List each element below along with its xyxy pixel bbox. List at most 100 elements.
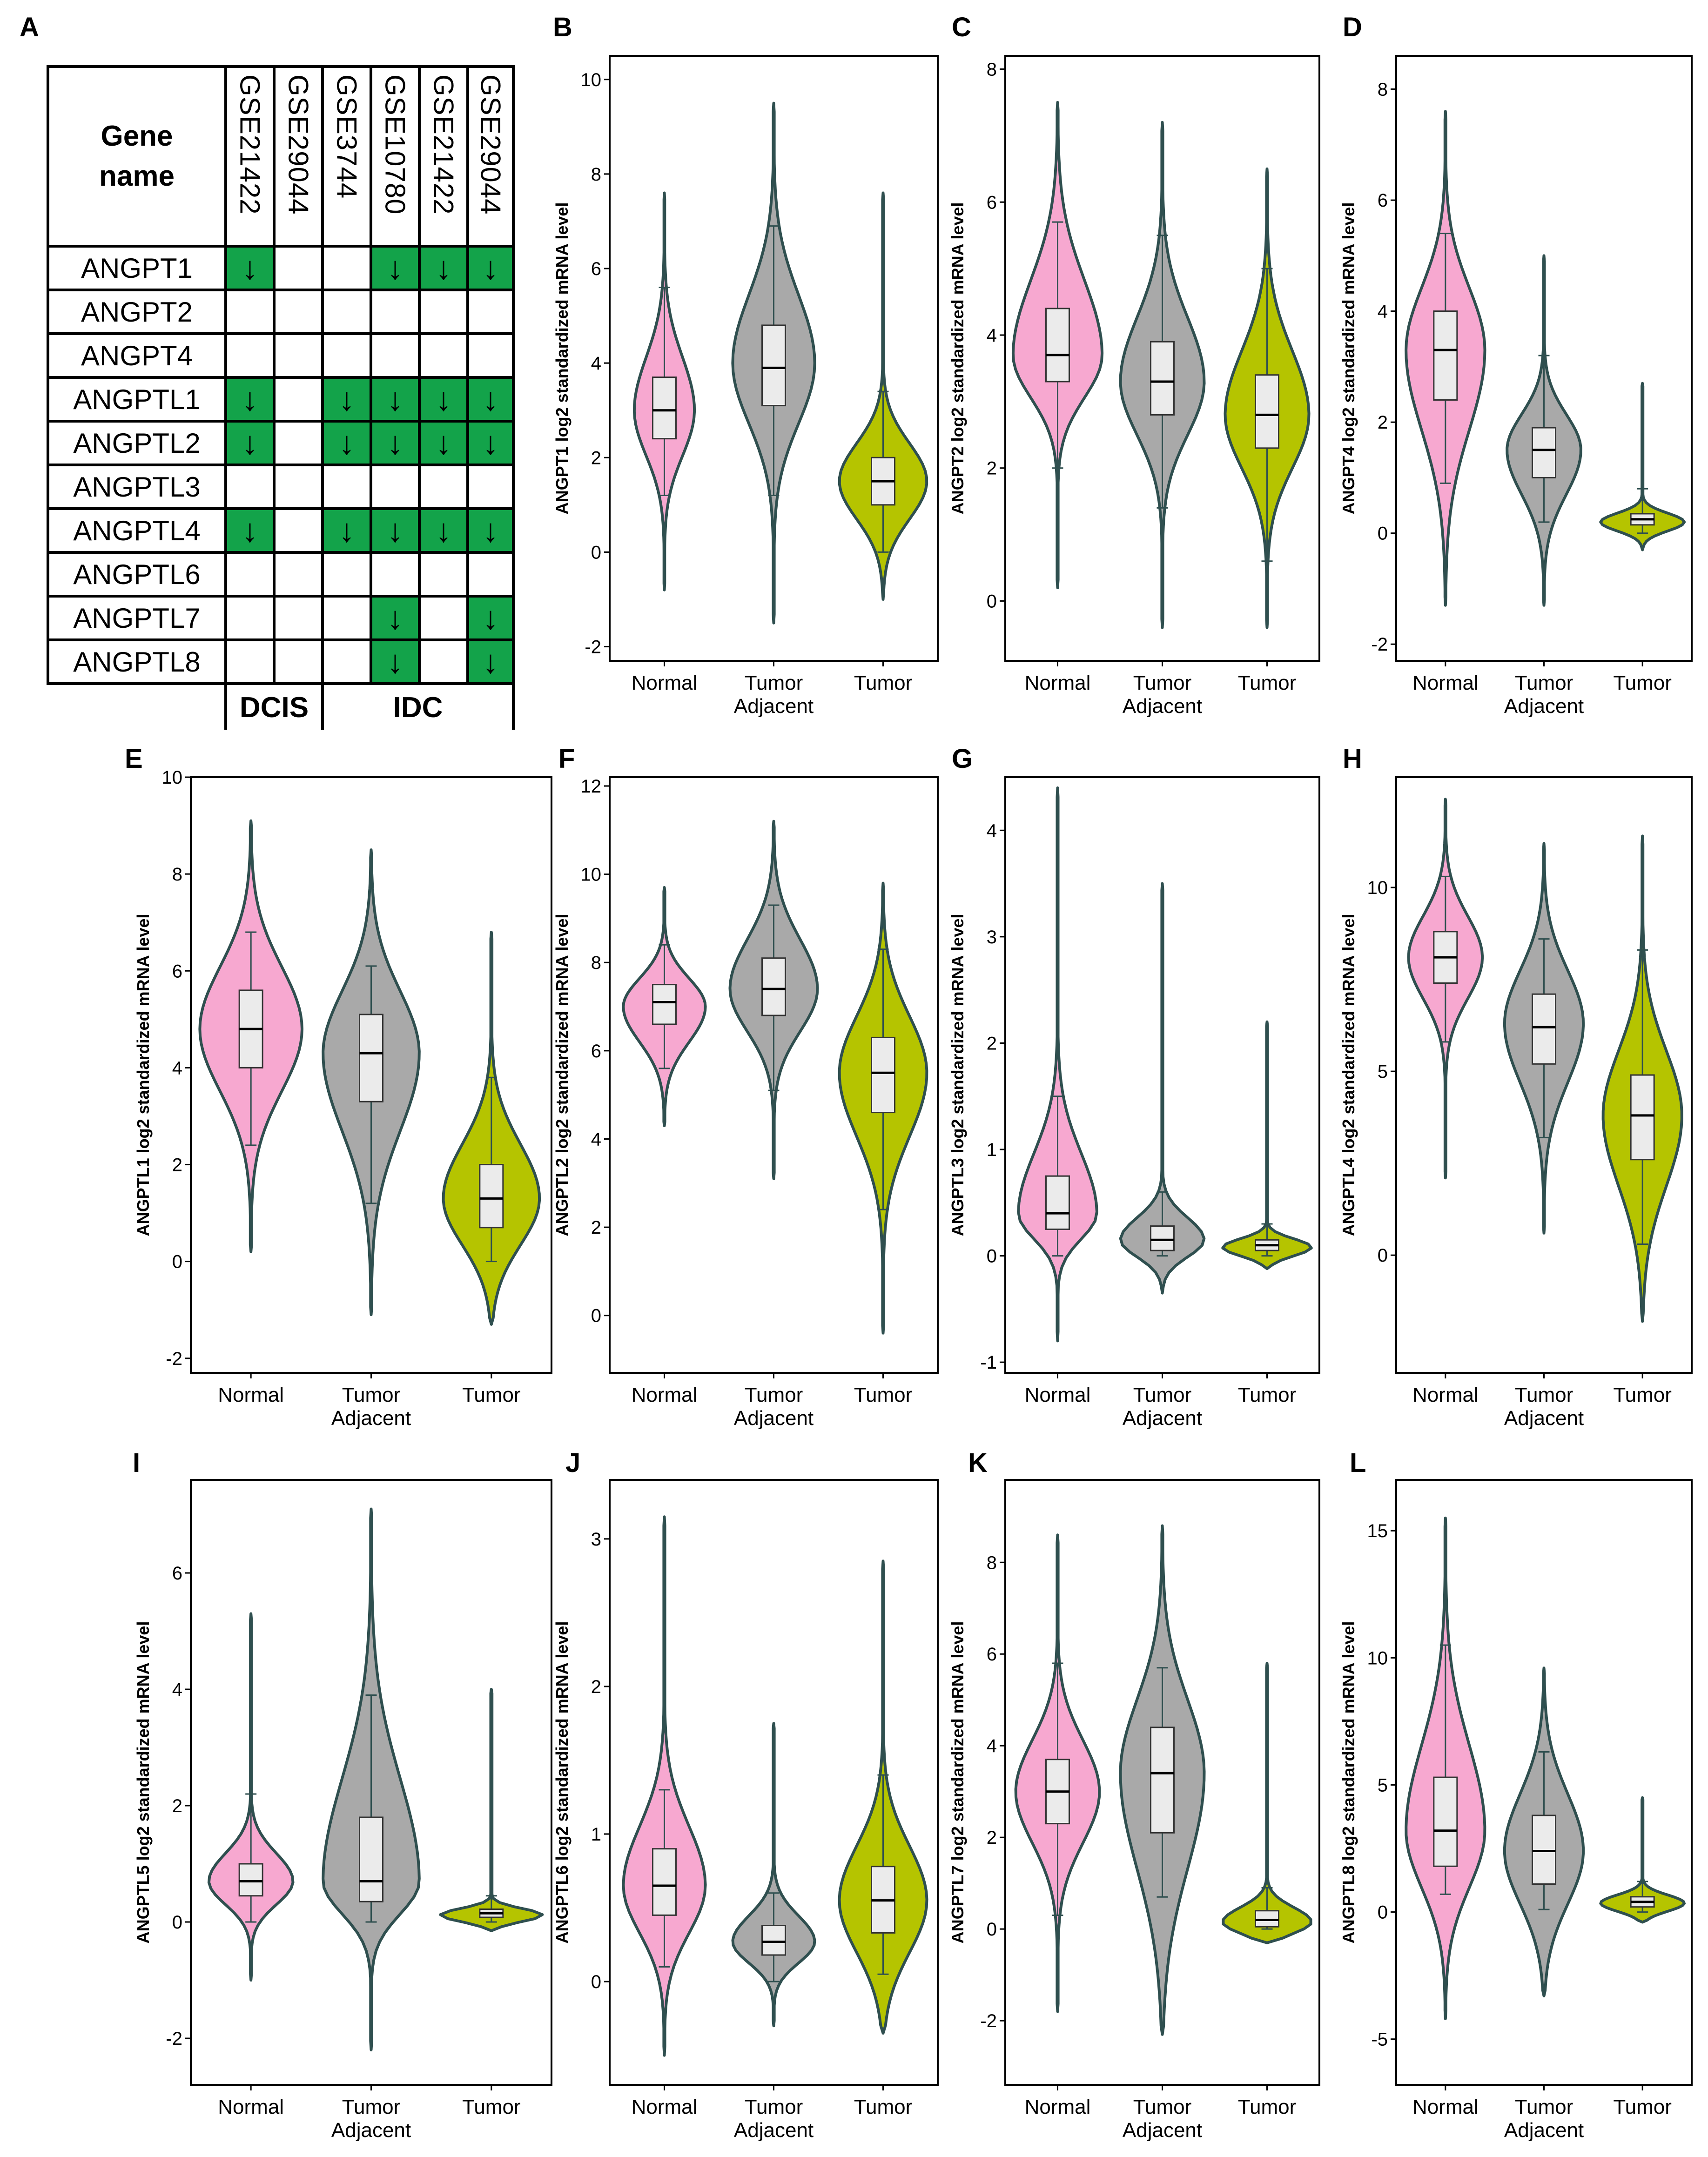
violin-chart-angpt2: 0 2 4 6 8 ANGPT2 log2 standardized mRNA level… — [948, 55, 1320, 718]
panel-label-e: E — [125, 744, 143, 774]
dataset-cell — [466, 551, 515, 598]
category-label: Tumor — [1133, 1384, 1192, 1406]
box — [359, 1816, 383, 1902]
violin-normal — [622, 1515, 707, 2057]
box — [1255, 374, 1279, 449]
group-spacer — [48, 682, 226, 730]
y-tick-label: 4 — [591, 1129, 601, 1149]
y-tick-label: -5 — [1371, 2029, 1388, 2050]
table-row: ANGPTL1 ↓ ↓ ↓ ↓ ↓ — [47, 376, 515, 423]
category-label: Normal — [1412, 2096, 1479, 2118]
violin-chart-angpt4: -2 0 2 4 6 8 ANGPT4 log2 standardized mRNA lev… — [1339, 55, 1693, 718]
box — [652, 376, 677, 440]
category-label: Tumor — [462, 1384, 520, 1406]
category-label-line2: Adjacent — [331, 2119, 411, 2142]
dataset-cell — [273, 245, 324, 291]
box — [1150, 1225, 1175, 1251]
dataset-cell — [370, 332, 421, 379]
down-arrow-icon: ↓ — [387, 644, 403, 680]
dataset-cell — [418, 551, 469, 598]
category-label: Tumor — [1613, 2096, 1672, 2118]
gene-name-cell: ANGPTL4 — [47, 507, 227, 554]
box — [1150, 341, 1175, 416]
table-row: ANGPT4 — [47, 332, 515, 379]
dataset-cell: ↓ — [466, 420, 515, 466]
dataset-cell: ↓ — [466, 245, 515, 291]
panel-label-f: F — [558, 744, 575, 774]
dataset-cell: ↓ — [370, 638, 421, 685]
category-label: Tumor — [1515, 672, 1574, 694]
y-axis-label: ANGPTL2 log2 standardized mRNA level — [552, 914, 572, 1236]
y-tick-label: 4 — [987, 1736, 997, 1756]
category-label: Tumor — [1613, 672, 1672, 694]
y-tick-label: 2 — [591, 1217, 601, 1238]
box — [1532, 427, 1556, 478]
dataset-cell — [273, 289, 324, 335]
y-tick-label: 6 — [591, 1041, 601, 1062]
down-arrow-icon: ↓ — [482, 425, 499, 461]
box — [238, 1863, 263, 1897]
violin-chart-angpt1: -2 0 2 4 6 8 10 ANGPT1 log2 standardized mRNA l… — [552, 55, 939, 718]
dataset-cell — [321, 289, 372, 335]
y-tick-label: 0 — [591, 1306, 601, 1326]
dataset-cell — [418, 289, 469, 335]
y-tick-label: 8 — [172, 864, 182, 885]
panel-label-k: K — [968, 1448, 988, 1478]
y-tick-label: -2 — [585, 637, 601, 658]
dataset-cell — [224, 289, 276, 335]
y-tick-label: 4 — [172, 1058, 182, 1078]
box — [871, 1036, 895, 1114]
y-tick-label: 4 — [1378, 302, 1388, 322]
y-tick-label: 8 — [591, 953, 601, 973]
category-label-line2: Adjacent — [734, 695, 814, 718]
violin-chart-angptl8: -5 0 5 10 15 ANGPTL8 log2 standardized mRNA l… — [1339, 1479, 1693, 2142]
category-label-line2: Adjacent — [734, 2119, 814, 2142]
y-tick-label: 2 — [987, 1828, 997, 1848]
dataset-cell — [321, 595, 372, 641]
y-tick-label: 4 — [987, 820, 997, 841]
box — [1433, 310, 1458, 401]
group-label-dcis: DCIS — [224, 682, 324, 730]
y-tick-label: -2 — [166, 1349, 182, 1369]
dataset-cell — [466, 464, 515, 510]
panel-label-b: B — [553, 12, 572, 42]
dataset-header-4: GSE10780 — [370, 65, 421, 248]
y-tick-label: 15 — [1367, 1521, 1388, 1541]
table-row: ANGPTL7 ↓ ↓ — [47, 595, 515, 641]
down-arrow-icon: ↓ — [338, 425, 355, 461]
category-label: Tumor — [342, 1384, 401, 1406]
y-tick-label: 10 — [162, 767, 183, 788]
down-arrow-icon: ↓ — [242, 250, 258, 286]
y-tick-label: 10 — [1367, 878, 1388, 898]
dataset-cell — [321, 332, 372, 379]
dataset-cell — [370, 551, 421, 598]
box — [761, 957, 786, 1016]
y-axis-label: ANGPT4 log2 standardized mRNA level — [1339, 202, 1358, 515]
dataset-cell — [466, 332, 515, 379]
down-arrow-icon: ↓ — [482, 381, 499, 417]
dataset-cell — [370, 464, 421, 510]
dataset-header-6: GSE29044 — [466, 65, 515, 248]
dataset-header-5: GSE21422 — [418, 65, 469, 248]
y-tick-label: 6 — [1378, 190, 1388, 211]
dataset-cell: ↓ — [224, 245, 276, 291]
down-arrow-icon: ↓ — [482, 600, 499, 636]
dataset-cell — [418, 332, 469, 379]
y-tick-label: 2 — [172, 1796, 182, 1816]
category-label-line2: Adjacent — [1504, 1407, 1584, 1430]
category-label: Tumor — [1515, 2096, 1574, 2118]
box — [1045, 1175, 1070, 1230]
y-tick-label: 0 — [591, 1972, 601, 1992]
category-label-line2: Adjacent — [1123, 2119, 1202, 2142]
y-tick-label: 6 — [591, 259, 601, 279]
box — [1150, 1727, 1175, 1834]
violin-chart-angptl6: 0 1 2 3 ANGPTL6 log2 standardized mRNA level… — [552, 1479, 939, 2142]
table-row: ANGPTL3 — [47, 464, 515, 510]
category-label: Tumor — [745, 672, 803, 694]
y-tick-label: 4 — [591, 353, 601, 374]
category-label: Tumor — [854, 2096, 913, 2118]
category-label-line2: Adjacent — [1123, 1407, 1202, 1430]
dataset-cell: ↓ — [321, 376, 372, 423]
category-label: Tumor — [1238, 672, 1297, 694]
box — [761, 1925, 786, 1956]
